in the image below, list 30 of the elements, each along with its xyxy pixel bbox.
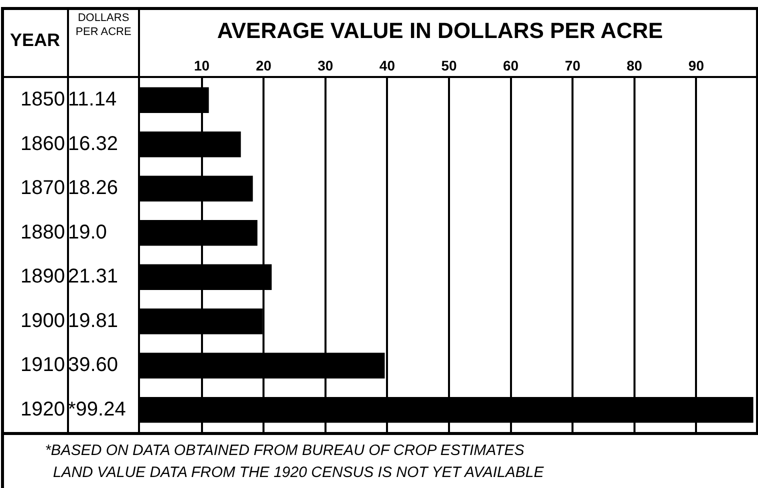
y-tick-label: 1920: [20, 398, 65, 420]
x-tick-label: 60: [503, 57, 519, 74]
x-tick-label: 30: [318, 57, 334, 74]
x-tick-label: 20: [256, 57, 272, 74]
y-tick-label: 1860: [20, 132, 65, 155]
y-axis-title: YEAR: [8, 30, 61, 51]
y-tick-label: 1870: [20, 177, 65, 200]
x-tick-label: 50: [441, 57, 457, 74]
text: LAND VALUE DATA FROM THE 1920 CENSUS IS NOT YET AVAILABLE: [53, 464, 545, 481]
x-tick-label: 80: [626, 57, 642, 74]
y-tick-label: 1910: [20, 354, 65, 376]
text: DOLLARS PER ACRE: [74, 11, 132, 39]
y-tick-label: 1890: [20, 266, 65, 288]
x-tick-label: 10: [194, 57, 210, 74]
y-tick-label: 1880: [20, 221, 65, 244]
x-tick-label: 90: [688, 57, 704, 74]
x-tick-label: 40: [379, 57, 396, 74]
data-label: 21.31: [68, 266, 118, 288]
text: *BASED ON DATA OBTAINED FROM BUREAU OF CROP ESTIMATES: [45, 442, 526, 459]
data-label: 11.14: [68, 88, 117, 111]
y-tick-label: 1850: [20, 88, 65, 111]
data-label: 16.32: [68, 132, 118, 155]
x-tick-label: 70: [564, 57, 581, 74]
data-label: 19.0: [68, 221, 107, 244]
y-tick-label: 1900: [20, 310, 65, 332]
data-label: *99.24: [68, 398, 126, 420]
chart-title: AVERAGE VALUE IN DOLLARS PER ACRE: [216, 18, 664, 44]
data-label: 19.81: [68, 310, 118, 332]
data-label: 18.26: [68, 177, 118, 200]
data-label: 39.60: [68, 354, 118, 376]
